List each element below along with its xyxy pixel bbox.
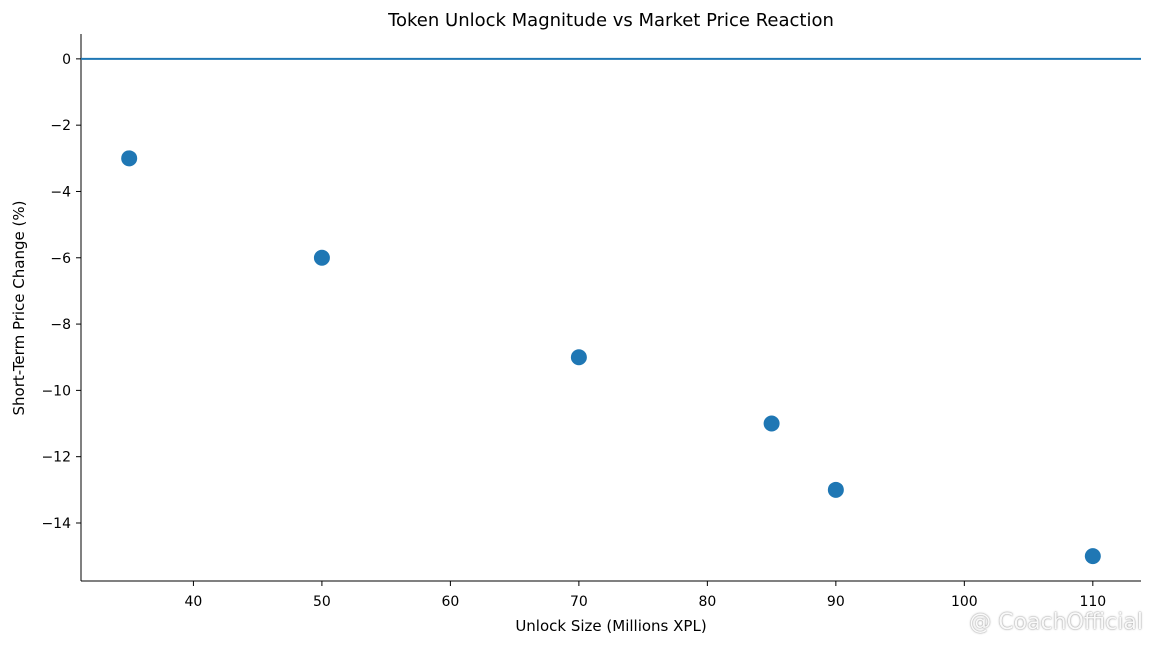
- scatter-point: [827, 481, 844, 498]
- chart-title: Token Unlock Magnitude vs Market Price R…: [387, 10, 834, 31]
- scatter-point: [763, 415, 780, 432]
- x-tick-label: 70: [570, 594, 588, 610]
- y-tick-label: −14: [41, 516, 71, 532]
- y-tick-label: −8: [50, 317, 71, 333]
- y-tick-label: −2: [50, 118, 71, 134]
- scatter-point: [313, 249, 330, 266]
- y-tick-label: −4: [50, 184, 71, 200]
- x-tick-label: 50: [313, 594, 331, 610]
- y-tick-label: −12: [41, 450, 71, 466]
- y-tick-label: −6: [50, 251, 71, 267]
- x-tick-label: 80: [698, 594, 716, 610]
- x-tick-label: 40: [185, 594, 203, 610]
- scatter-point: [570, 349, 587, 366]
- x-tick-label: 100: [951, 594, 978, 610]
- scatter-point: [121, 150, 138, 167]
- y-tick-label: 0: [62, 52, 71, 68]
- y-tick-label: −10: [41, 383, 71, 399]
- scatter-point: [1084, 548, 1101, 565]
- x-tick-label: 60: [441, 594, 459, 610]
- x-axis-label: Unlock Size (Millions XPL): [515, 617, 706, 635]
- axes: [80, 34, 1141, 582]
- y-axis-label: Short-Term Price Change (%): [10, 201, 28, 416]
- y-ticks: 0 −2 −4 −6 −8 −10 −12 −14: [41, 52, 81, 532]
- x-tick-label: 110: [1079, 594, 1106, 610]
- x-ticks: 40 50 60 70 80 90 100 110: [185, 581, 1106, 610]
- data-points: [121, 150, 1101, 565]
- x-tick-label: 90: [827, 594, 845, 610]
